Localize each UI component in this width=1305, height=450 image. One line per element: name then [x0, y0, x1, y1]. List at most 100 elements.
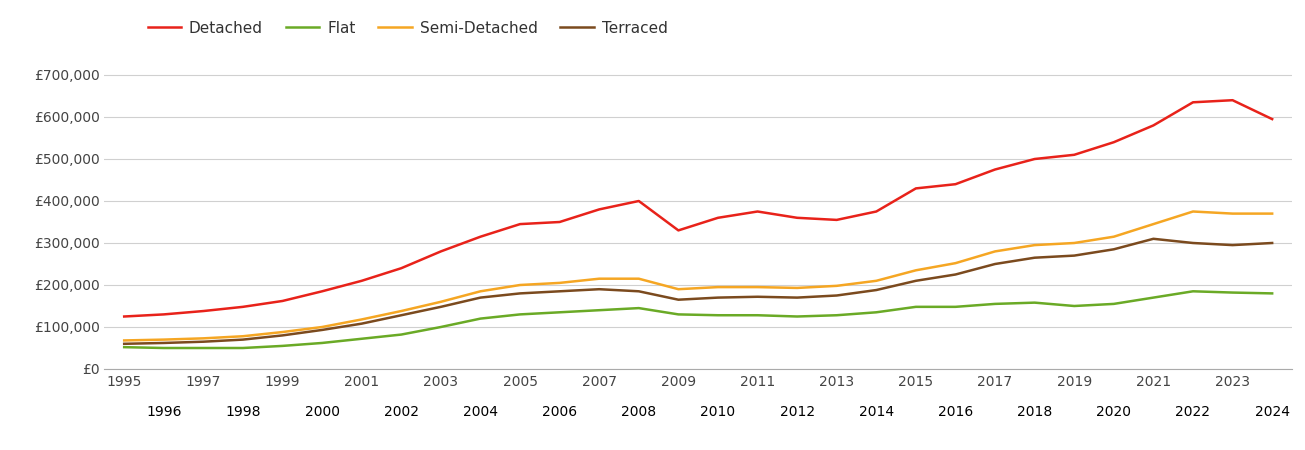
Detached: [155, 312, 171, 317]
Terraced: [552, 288, 568, 294]
Semi-Detached: [1185, 209, 1201, 214]
Detached: [632, 198, 647, 204]
Flat: [433, 324, 449, 330]
Flat: [591, 307, 607, 313]
Detached: [1265, 117, 1280, 122]
Terraced: [591, 287, 607, 292]
Line: Flat: Flat: [124, 291, 1272, 348]
Detached: [908, 186, 924, 191]
Terraced: [1185, 240, 1201, 246]
Detached: [749, 209, 765, 214]
Terraced: [1265, 240, 1280, 246]
Flat: [552, 310, 568, 315]
Terraced: [868, 288, 883, 293]
Flat: [275, 343, 291, 349]
Terraced: [1146, 236, 1161, 242]
Flat: [671, 312, 686, 317]
Terraced: [116, 341, 132, 346]
Terraced: [235, 337, 251, 342]
Semi-Detached: [196, 336, 211, 341]
Flat: [1224, 290, 1240, 295]
Detached: [790, 215, 805, 220]
Semi-Detached: [433, 299, 449, 305]
Flat: [235, 345, 251, 351]
Line: Detached: Detached: [124, 100, 1272, 316]
Flat: [632, 306, 647, 311]
Line: Semi-Detached: Semi-Detached: [124, 212, 1272, 341]
Flat: [749, 313, 765, 318]
Terraced: [1027, 255, 1043, 261]
Detached: [354, 278, 369, 284]
Semi-Detached: [1027, 243, 1043, 248]
Semi-Detached: [275, 329, 291, 335]
Flat: [1146, 295, 1161, 300]
Semi-Detached: [116, 338, 132, 343]
Flat: [829, 313, 844, 318]
Semi-Detached: [472, 288, 488, 294]
Semi-Detached: [1265, 211, 1280, 216]
Terraced: [671, 297, 686, 302]
Flat: [196, 345, 211, 351]
Detached: [829, 217, 844, 223]
Detached: [1066, 152, 1082, 158]
Terraced: [947, 272, 963, 277]
Detached: [1105, 140, 1121, 145]
Flat: [1185, 288, 1201, 294]
Legend: Detached, Flat, Semi-Detached, Terraced: Detached, Flat, Semi-Detached, Terraced: [147, 21, 668, 36]
Semi-Detached: [552, 280, 568, 286]
Detached: [472, 234, 488, 239]
Terraced: [632, 288, 647, 294]
Terraced: [790, 295, 805, 300]
Detached: [235, 304, 251, 310]
Semi-Detached: [315, 324, 330, 330]
Flat: [155, 345, 171, 351]
Flat: [1027, 300, 1043, 306]
Terraced: [1224, 243, 1240, 248]
Detached: [196, 308, 211, 314]
Semi-Detached: [829, 283, 844, 288]
Detached: [671, 228, 686, 233]
Detached: [947, 181, 963, 187]
Terraced: [275, 333, 291, 338]
Terraced: [393, 313, 408, 318]
Flat: [710, 313, 726, 318]
Detached: [868, 209, 883, 214]
Flat: [354, 336, 369, 342]
Terraced: [472, 295, 488, 300]
Detached: [988, 167, 1004, 172]
Flat: [116, 344, 132, 350]
Semi-Detached: [671, 287, 686, 292]
Semi-Detached: [749, 284, 765, 290]
Semi-Detached: [868, 278, 883, 284]
Detached: [1146, 123, 1161, 128]
Semi-Detached: [710, 284, 726, 290]
Detached: [1224, 98, 1240, 103]
Flat: [1265, 291, 1280, 296]
Terraced: [749, 294, 765, 299]
Terraced: [512, 291, 527, 296]
Flat: [512, 312, 527, 317]
Detached: [1027, 156, 1043, 162]
Semi-Detached: [354, 317, 369, 322]
Semi-Detached: [988, 249, 1004, 254]
Semi-Detached: [512, 282, 527, 288]
Detached: [315, 288, 330, 294]
Detached: [552, 219, 568, 225]
Terraced: [1066, 253, 1082, 258]
Terraced: [829, 293, 844, 298]
Semi-Detached: [1105, 234, 1121, 239]
Semi-Detached: [1224, 211, 1240, 216]
Flat: [790, 314, 805, 319]
Semi-Detached: [155, 337, 171, 342]
Semi-Detached: [1146, 221, 1161, 227]
Terraced: [433, 304, 449, 310]
Semi-Detached: [591, 276, 607, 281]
Semi-Detached: [632, 276, 647, 281]
Flat: [315, 340, 330, 346]
Semi-Detached: [908, 268, 924, 273]
Flat: [868, 310, 883, 315]
Terraced: [1105, 247, 1121, 252]
Flat: [947, 304, 963, 310]
Detached: [275, 298, 291, 304]
Flat: [393, 332, 408, 337]
